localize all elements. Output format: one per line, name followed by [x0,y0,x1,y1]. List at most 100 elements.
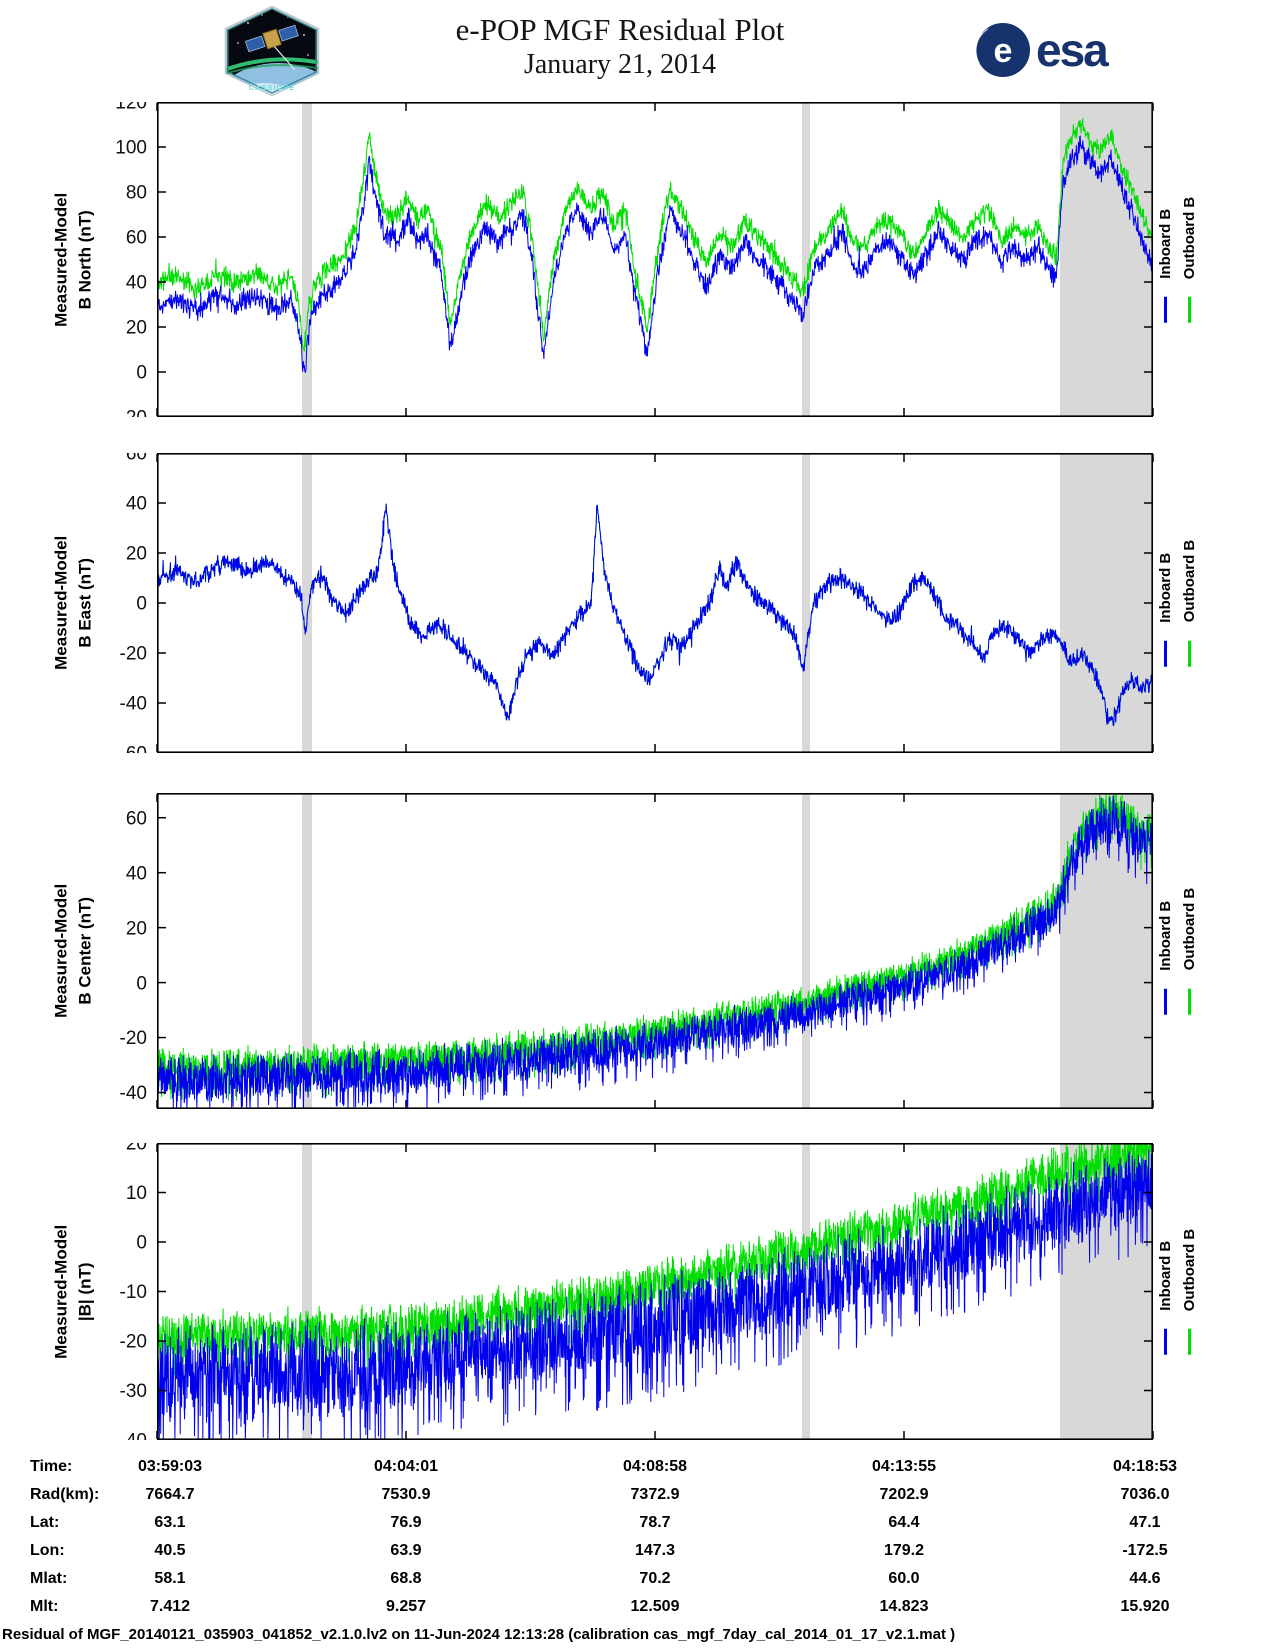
legend: Inboard B Outboard B [1157,1228,1198,1355]
outboard-swatch [1188,1328,1191,1355]
y-axis-label-b-north: Measured-Model B North (nT) [14,102,132,417]
table-cell: 68.8 [390,1570,422,1587]
cassiope-mission-patch: CASSIOPE [224,5,320,97]
table-cell: 64.4 [888,1514,920,1531]
plot-border [157,453,1154,753]
table-cell: 04:08:58 [622,1458,688,1475]
table-cell: 04:18:53 [1112,1458,1178,1475]
panel-b-north: -20 0 20 40 60 80 100 120 Measured-Model B Nort… [0,102,1275,417]
table-row: Mlat: 58.1 68.8 70.2 60.0 44.6 [0,1570,1275,1598]
y-tick-label: -10 [120,1282,147,1303]
y-tick-label: 100 [115,138,147,159]
table-cell: 7664.7 [145,1486,195,1503]
table-cell: 04:04:01 [373,1458,439,1475]
table-cell: 12.509 [630,1598,680,1615]
table-cell: 78.7 [639,1514,671,1531]
shaded-region [302,103,312,416]
inboard-trace [157,795,1153,1109]
shaded-region [302,454,312,752]
y-tick-label: -20 [120,644,147,665]
shaded-region [802,103,810,416]
legend-inboard-label: Inboard B [1157,552,1174,623]
y-tick-label: 20 [126,1143,147,1155]
axis-ticks [156,102,1154,417]
y-tick-labels: -40 -20 0 20 40 60 [120,808,147,1104]
table-cell: 63.1 [154,1514,186,1531]
page-subtitle: January 21, 2014 [523,48,717,80]
y-tick-label: 40 [126,494,147,515]
patch-satellite [244,24,299,70]
table-row: Mlt: 7.412 9.257 12.509 14.823 15.920 [0,1598,1275,1626]
inboard-trace [157,1148,1153,1440]
esa-emblem [976,23,1030,77]
table-cell: -172.5 [1122,1542,1168,1559]
table-row: Rad(km): 7664.7 7530.9 7372.9 7202.9 7036.0 [0,1486,1275,1514]
table-cell: 7.412 [149,1598,191,1615]
y-tick-label: -30 [120,1381,147,1402]
shaded-regions [302,454,1153,752]
table-cell: 76.9 [390,1514,422,1531]
y-tick-labels: -60 -40 -20 0 20 40 60 [120,453,147,753]
plot-border [157,793,1154,1109]
footer-note: Residual of MGF_20140121_035903_041852_v… [2,1626,956,1643]
ylabel-line2: |B| (nT) [75,1262,95,1321]
shaded-region [802,794,810,1108]
table-cell: 60.0 [888,1570,920,1587]
y-tick-label: -20 [120,408,147,417]
y-tick-label: 0 [136,1233,147,1254]
table-row-label: Rad(km): [30,1486,100,1503]
y-tick-label: -40 [120,694,147,715]
table-row-label: Lat: [30,1514,60,1531]
y-tick-label: 0 [136,594,147,615]
series-group [157,503,1153,727]
ylabel-line2: B East (nT) [75,558,95,648]
table-cell: 7202.9 [879,1486,929,1503]
plot-area-b-center: -40 -20 0 20 40 60 [120,793,1154,1109]
patch-label: CASSIOPE [249,83,296,92]
legend-outboard-label: Outboard B [1181,539,1198,623]
legend-inboard-label: Inboard B [1157,1240,1174,1311]
legend: Inboard B Outboard B [1157,540,1198,667]
outboard-trace [157,117,1153,353]
table-cell: 147.3 [634,1542,676,1559]
series-group [157,117,1153,373]
inboard-swatch [1164,988,1167,1015]
outboard-swatch [1188,988,1191,1015]
table-cell: 04:13:55 [871,1458,937,1475]
table-cell: 44.6 [1129,1570,1161,1587]
y-tick-label: 40 [126,273,147,294]
ylabel-line1: Measured-Model [51,535,71,671]
shaded-region [1059,103,1153,416]
table-cell: 7530.9 [381,1486,431,1503]
series-group [157,1143,1153,1440]
shaded-region [1059,454,1153,752]
y-tick-labels: -20 0 20 40 60 80 100 120 [115,102,147,417]
y-tick-label: 0 [136,973,147,994]
plot-area-b-north: -20 0 20 40 60 80 100 120 [115,102,1154,417]
y-tick-label: 10 [126,1183,147,1204]
table-cell: 03:59:03 [137,1458,203,1475]
panel-b-east: -60 -40 -20 0 20 40 60 Measured-Model B East (… [0,453,1275,753]
table-row: Lat: 63.1 76.9 78.7 64.4 47.1 [0,1514,1275,1542]
table-row-label: Lon: [30,1542,65,1559]
legend-outboard-label: Outboard B [1181,196,1198,279]
esa-logo: e esa [974,23,1111,77]
esa-wordmark: esa [1036,24,1109,76]
ylabel-line1: Measured-Model [51,192,71,327]
plot-area-b-east: -60 -40 -20 0 20 40 60 [120,453,1154,753]
table-row-label: Mlt: [30,1598,59,1615]
panel-b-magnitude: -40 -30 -20 -10 0 10 20 Measured-Model |B| (nT… [0,1143,1275,1440]
inboard-swatch [1164,1328,1167,1355]
panel-b-center: -40 -20 0 20 40 60 Measured-Model B Center (n… [0,793,1275,1109]
y-tick-label: 60 [126,228,147,249]
y-tick-label: -60 [120,744,147,753]
table-cell: 58.1 [154,1570,186,1587]
y-tick-label: 60 [126,808,147,829]
table-cell: 15.920 [1120,1598,1170,1615]
y-tick-labels: -40 -30 -20 -10 0 10 20 [120,1143,147,1440]
inboard-swatch [1164,296,1167,323]
legend-outboard-label: Outboard B [1181,1228,1198,1311]
table-cell: 14.823 [879,1598,929,1615]
header: CASSIOPE e-POP MGF Residual Plot January… [0,0,1275,100]
title-block: e-POP MGF Residual Plot January 21, 2014 [350,12,890,81]
